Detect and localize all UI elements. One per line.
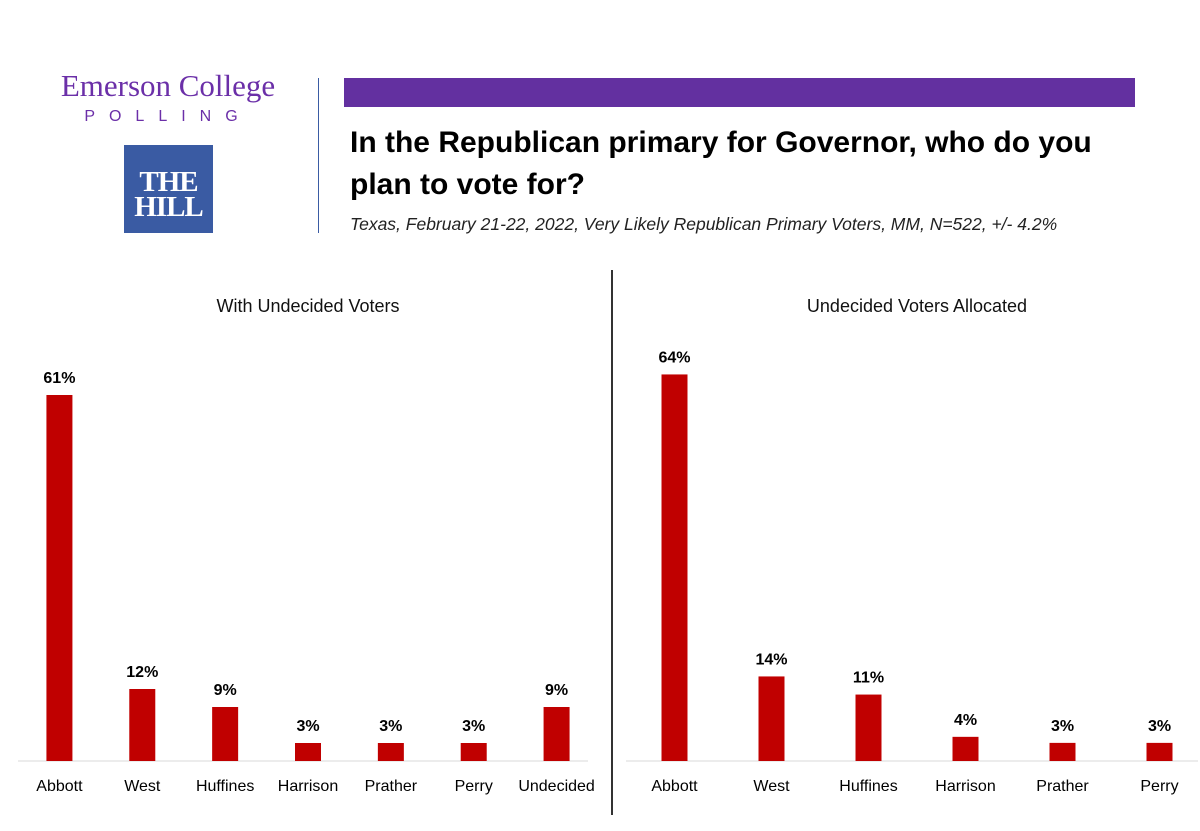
chart-subtitle: Texas, February 21-22, 2022, Very Likely…	[350, 214, 1058, 234]
bar-west	[758, 676, 785, 761]
category-label: Abbott	[651, 778, 698, 795]
bar-abbott	[661, 374, 688, 761]
value-label: 3%	[379, 718, 402, 735]
bar-prather	[1049, 742, 1076, 761]
the-hill-logo: THE HILL	[124, 145, 213, 233]
category-label: Huffines	[196, 778, 254, 795]
category-label: Huffines	[839, 778, 897, 795]
category-label: West	[124, 778, 161, 795]
header-divider	[318, 78, 319, 233]
brand-name: Emerson College	[60, 68, 276, 103]
hill-logo-line2: HILL	[134, 191, 204, 223]
panel-divider	[611, 270, 613, 815]
value-label: 4%	[954, 712, 977, 729]
value-label: 3%	[1051, 718, 1074, 735]
value-label: 14%	[755, 651, 787, 668]
category-label: Abbott	[36, 778, 83, 795]
brand-subtitle: POLLING	[84, 108, 252, 125]
bar-perry	[1146, 742, 1173, 761]
value-label: 64%	[658, 349, 690, 366]
value-label: 3%	[296, 718, 319, 735]
bar-harrison	[295, 743, 321, 761]
hill-logo-line1: THE	[139, 166, 198, 198]
bar-west	[129, 689, 156, 761]
value-label: 3%	[1148, 718, 1171, 735]
value-label: 61%	[43, 370, 75, 387]
bar-abbott	[46, 395, 73, 761]
chart-question: In the Republican primary for Governor, …	[350, 126, 1092, 201]
panel-title: Undecided Voters Allocated	[807, 296, 1027, 316]
value-label: 9%	[214, 682, 237, 699]
category-label: Perry	[455, 778, 493, 795]
category-label: Perry	[1140, 778, 1178, 795]
bar-prather	[377, 743, 404, 761]
chart-panel-1: With Undecided Voters 61% Abbott 12% West 9% H…	[18, 296, 595, 795]
value-label: 9%	[545, 682, 568, 699]
category-label: Harrison	[935, 778, 995, 795]
header-accent-bar	[344, 78, 1135, 107]
value-label: 3%	[462, 718, 485, 735]
value-label: 11%	[853, 670, 884, 687]
category-label: West	[753, 778, 790, 795]
bar-huffines	[855, 694, 882, 761]
value-label: 12%	[126, 664, 158, 681]
panel-title: With Undecided Voters	[216, 296, 399, 316]
category-label: Prather	[1036, 778, 1089, 795]
bar-harrison	[952, 736, 979, 761]
bar-undecided	[543, 707, 570, 761]
category-label: Harrison	[278, 778, 338, 795]
chart-panel-2: Undecided Voters Allocated 64% Abbott 14% We…	[626, 296, 1198, 795]
bar-perry	[460, 743, 487, 761]
bar-huffines	[212, 707, 239, 761]
category-label: Prather	[365, 778, 418, 795]
category-label: Undecided	[518, 778, 595, 795]
